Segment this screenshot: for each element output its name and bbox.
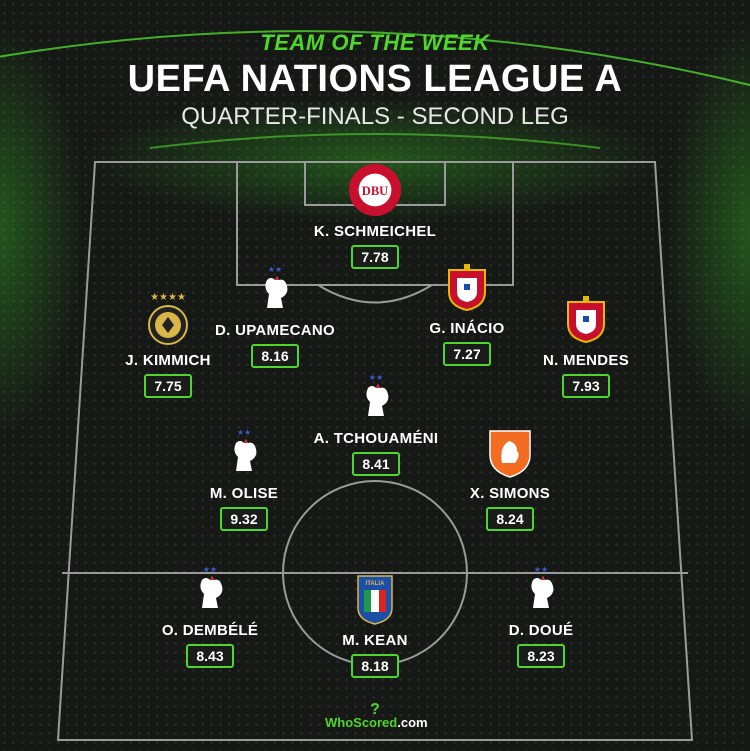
logo-suffix: .com xyxy=(397,715,428,730)
player-rating: 7.93 xyxy=(562,374,610,398)
logo-brand: WhoScored xyxy=(325,715,398,730)
player-name: D. DOUÉ xyxy=(508,622,574,639)
player-rating: 8.18 xyxy=(351,654,399,678)
netherlands-crest-icon xyxy=(483,425,537,479)
player-name: M. OLISE xyxy=(209,485,279,502)
player-rating: 8.23 xyxy=(517,644,565,668)
player-name: A. TCHOUAMÉNI xyxy=(313,430,439,447)
player-card: ITALIA M. KEAN 8.18 xyxy=(275,572,475,678)
player-rating: 8.41 xyxy=(352,452,400,476)
denmark-crest-icon: DBU xyxy=(348,163,402,217)
player-card: DBU K. SCHMEICHEL 7.78 xyxy=(275,163,475,269)
player-name: K. SCHMEICHEL xyxy=(313,223,437,240)
svg-text:★★★★: ★★★★ xyxy=(150,292,186,303)
france-crest-icon: ★★ xyxy=(349,370,403,424)
player-name: O. DEMBÉLÉ xyxy=(161,622,259,639)
player-name: N. MENDES xyxy=(542,352,630,369)
player-card: ★★ O. DEMBÉLÉ 8.43 xyxy=(110,562,310,668)
player-rating: 9.32 xyxy=(220,507,268,531)
player-card: G. INÁCIO 7.27 xyxy=(367,260,567,366)
svg-text:★★: ★★ xyxy=(534,565,548,574)
player-name: X. SIMONS xyxy=(469,485,551,502)
player-name: M. KEAN xyxy=(342,632,408,649)
france-crest-icon: ★★ xyxy=(217,425,271,479)
player-rating: 7.75 xyxy=(144,374,192,398)
player-rating: 8.24 xyxy=(486,507,534,531)
svg-text:★★: ★★ xyxy=(268,265,282,274)
question-mark-icon: ? xyxy=(370,701,380,718)
svg-text:DBU: DBU xyxy=(362,184,388,198)
player-card: X. SIMONS 8.24 xyxy=(410,425,610,531)
player-rating: 8.43 xyxy=(186,644,234,668)
player-name: G. INÁCIO xyxy=(429,320,505,337)
portugal-crest-icon xyxy=(559,292,613,346)
svg-text:★★: ★★ xyxy=(369,373,383,382)
page-title: UEFA NATIONS LEAGUE A xyxy=(127,58,623,100)
italy-crest-icon: ITALIA xyxy=(348,572,402,626)
france-crest-icon: ★★ xyxy=(248,262,302,316)
portugal-crest-icon xyxy=(440,260,494,314)
player-rating: 8.16 xyxy=(251,344,299,368)
player-card: N. MENDES 7.93 xyxy=(486,292,686,398)
player-card: ★★ M. OLISE 9.32 xyxy=(144,425,344,531)
whoscored-logo: ? WhoScored.com xyxy=(325,701,428,731)
svg-text:★★: ★★ xyxy=(203,565,217,574)
svg-text:ITALIA: ITALIA xyxy=(366,581,386,587)
player-name: D. UPAMECANO xyxy=(215,322,335,339)
player-name: J. KIMMICH xyxy=(125,352,211,369)
svg-text:★★: ★★ xyxy=(237,428,251,437)
player-card: ★★ D. DOUÉ 8.23 xyxy=(441,562,641,668)
player-rating: 7.78 xyxy=(351,245,399,269)
france-crest-icon: ★★ xyxy=(514,562,568,616)
player-card: ★★ D. UPAMECANO 8.16 xyxy=(175,262,375,368)
page-subtitle: QUARTER-FINALS - SECOND LEG xyxy=(181,103,569,130)
france-crest-icon: ★★ xyxy=(183,562,237,616)
player-rating: 7.27 xyxy=(443,342,491,366)
player-card: ★★ A. TCHOUAMÉNI 8.41 xyxy=(276,370,476,476)
player-card: ★★★★ J. KIMMICH 7.75 xyxy=(68,292,268,398)
kicker-title: TEAM OF THE WEEK xyxy=(260,30,490,55)
germany-crest-icon: ★★★★ xyxy=(141,292,195,346)
